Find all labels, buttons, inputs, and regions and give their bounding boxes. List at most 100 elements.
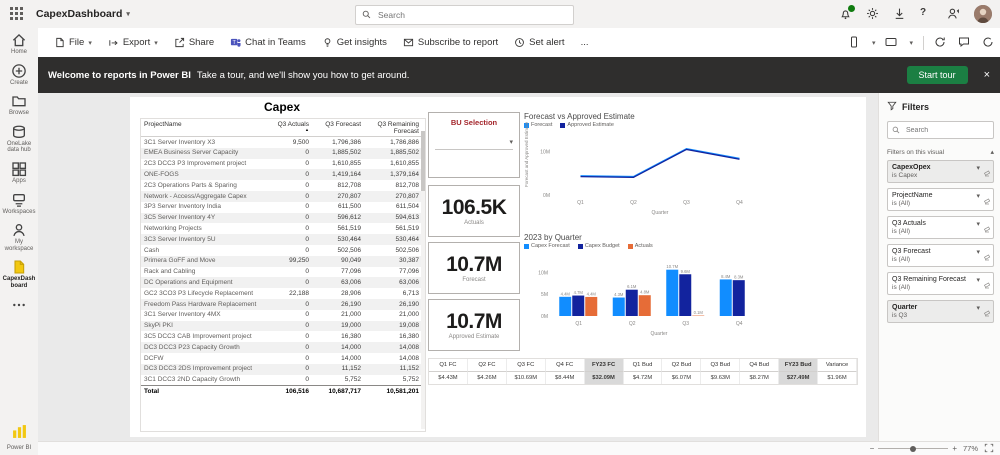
filter-card-q3-actuals[interactable]: Q3 Actuals is (All) ▾ bbox=[887, 216, 994, 239]
chevron-down-icon[interactable]: ▾ bbox=[976, 221, 980, 228]
sidebar-item-apps[interactable]: Apps bbox=[0, 161, 38, 185]
matrix-header-cell[interactable]: FY23 Bud bbox=[779, 359, 819, 372]
bar-capex-budget-q2[interactable] bbox=[625, 289, 638, 316]
filters-search-input[interactable] bbox=[904, 125, 989, 135]
matrix-value-cell[interactable]: $8.44M bbox=[546, 372, 585, 384]
zoom-slider-track[interactable] bbox=[878, 445, 949, 452]
banner-close-icon[interactable]: × bbox=[983, 68, 990, 81]
search-input[interactable] bbox=[376, 9, 567, 21]
global-search[interactable] bbox=[355, 5, 574, 25]
table-row[interactable]: DCFW 0 14,000 14,008 bbox=[141, 353, 425, 364]
table-row[interactable]: 3P3 Server Inventory India 0 611,500 611,50… bbox=[141, 202, 425, 213]
mobile-layout-icon[interactable] bbox=[848, 36, 862, 50]
kpi-card-forecast[interactable]: 10.7M Forecast bbox=[428, 242, 520, 294]
zoom-slider[interactable]: − + bbox=[870, 444, 957, 453]
bar-actuals-q2[interactable] bbox=[638, 295, 651, 316]
bu-selection-slicer[interactable]: BU Selection ▾ bbox=[428, 112, 520, 178]
chevron-down-icon[interactable]: ▾ bbox=[976, 193, 980, 200]
column-header[interactable]: Q3 Actuals ▲ bbox=[269, 121, 309, 133]
table-row[interactable]: DC3 DCC3 P23 Capacity Growth 0 14,000 14,00… bbox=[141, 342, 425, 354]
table-row[interactable]: 2C3 DCC3 P3 Improvement project 0 1,610,85… bbox=[141, 159, 425, 170]
chevron-down-icon[interactable]: ▾ bbox=[976, 305, 980, 312]
matrix-header-cell[interactable]: Variance bbox=[818, 359, 857, 372]
download-icon[interactable] bbox=[893, 7, 907, 21]
table-row[interactable]: SkyPi PKI 0 19,000 19,008 bbox=[141, 320, 425, 332]
table-row[interactable]: 3C1 DCC3 2ND Capacity Growth 0 5,752 5,752 bbox=[141, 375, 425, 386]
view-mode-icon[interactable] bbox=[885, 36, 899, 50]
fc-vs-budget-matrix[interactable]: Q1 FC Q2 FC Q3 FC Q4 FC FY23 FC Q1 Bud Q2 Bud Q… bbox=[428, 358, 858, 385]
zoom-out-icon[interactable]: − bbox=[869, 444, 875, 453]
filter-card-quarter[interactable]: Quarter is Q3 ▾ bbox=[887, 300, 994, 323]
bar-capex-forecast-q2[interactable] bbox=[612, 297, 625, 316]
menu-item-teams[interactable]: T Chat in Teams bbox=[224, 34, 312, 51]
kpi-card-actuals[interactable]: 106.5K Actuals bbox=[428, 185, 520, 237]
filter-card-projectname[interactable]: ProjectName is (All) ▾ bbox=[887, 188, 994, 211]
powerbi-product-switcher[interactable]: Power BI bbox=[0, 424, 38, 452]
sidebar-item-more[interactable] bbox=[0, 297, 38, 313]
capex-table-visual[interactable]: ProjectName Q3 Actuals ▲ Q3 Forecast Q3 Rema… bbox=[140, 118, 426, 432]
zoom-slider-thumb[interactable] bbox=[910, 445, 917, 452]
matrix-value-cell[interactable]: $10.69M bbox=[507, 372, 546, 384]
table-row[interactable]: ONE-FOGS 0 1,419,164 1,379,164 bbox=[141, 169, 425, 181]
chevron-down-icon[interactable]: ▾ bbox=[976, 277, 980, 284]
matrix-value-cell[interactable]: $32.09M bbox=[584, 372, 624, 384]
table-row[interactable]: 3C1 Server Inventory X3 9,500 1,796,386 1,7… bbox=[141, 137, 425, 148]
chevron-down-icon[interactable]: ▾ bbox=[871, 39, 876, 47]
table-scrollbar[interactable] bbox=[421, 131, 425, 429]
forecast-vs-approved-line-chart[interactable]: Forecast vs Approved Estimate Forecast Ap… bbox=[522, 112, 774, 230]
matrix-value-cell[interactable]: $6.07M bbox=[662, 372, 702, 384]
table-row[interactable]: DC Operations and Equipment 0 63,006 63,006 bbox=[141, 277, 425, 289]
matrix-header-cell[interactable]: FY23 FC bbox=[584, 359, 624, 372]
sidebar-item-browse[interactable]: Browse bbox=[0, 93, 38, 117]
clear-filter-eraser-icon[interactable] bbox=[983, 220, 991, 238]
clear-filter-eraser-icon[interactable] bbox=[983, 192, 991, 210]
matrix-value-cell[interactable]: $8.27M bbox=[740, 372, 780, 384]
bar-capex-budget-q1[interactable] bbox=[572, 295, 585, 316]
matrix-value-cell[interactable]: $9.63M bbox=[701, 372, 741, 384]
bar-capex-forecast-q4[interactable] bbox=[719, 279, 732, 316]
start-tour-button[interactable]: Start tour bbox=[906, 66, 968, 84]
feedback-icon[interactable] bbox=[947, 7, 961, 21]
matrix-header-cell[interactable]: Q2 FC bbox=[467, 359, 507, 372]
sidebar-item-onelake[interactable]: OneLake data hub bbox=[0, 124, 38, 154]
bar-capex-budget-q3[interactable] bbox=[679, 274, 692, 316]
filter-card-q3-forecast[interactable]: Q3 Forecast is (All) ▾ bbox=[887, 244, 994, 267]
table-row[interactable]: DC3 DCC3 2DS Improvement project 0 11,152 1… bbox=[141, 363, 425, 375]
bar-capex-forecast-q1[interactable] bbox=[559, 296, 572, 316]
sidebar-item-myworkspace[interactable]: My workspace bbox=[0, 222, 38, 252]
chevron-down-icon[interactable]: ▾ bbox=[976, 165, 980, 172]
table-row[interactable]: 3C5 DCC3 CAB Improvement project 0 16,380 1… bbox=[141, 331, 425, 342]
table-row[interactable]: 2C3 Operations Parts & Sparing 0 812,708 81… bbox=[141, 180, 425, 191]
bar-capex-budget-q4[interactable] bbox=[732, 280, 745, 316]
clear-filter-eraser-icon[interactable] bbox=[983, 248, 991, 266]
filters-search[interactable] bbox=[887, 121, 994, 139]
filter-card-q3-remaining-forecast[interactable]: Q3 Remaining Forecast is (All) ▾ bbox=[887, 272, 994, 295]
line-series-1[interactable] bbox=[580, 148, 740, 178]
report-title-dropdown[interactable]: CapexDashboard ▾ bbox=[36, 8, 130, 20]
line-series-0[interactable] bbox=[580, 147, 740, 178]
sidebar-item-home[interactable]: Home bbox=[0, 32, 38, 56]
table-row[interactable]: Cash 0 502,506 502,506 bbox=[141, 245, 425, 256]
matrix-value-cell[interactable]: $1.96M bbox=[818, 372, 857, 384]
kpi-card-approved-estimate[interactable]: 10.7M Approved Estimate bbox=[428, 299, 520, 351]
sidebar-item-workspaces[interactable]: Workspaces bbox=[0, 192, 38, 216]
column-header[interactable]: Q3 Remaining Forecast bbox=[377, 120, 419, 136]
user-avatar[interactable] bbox=[974, 5, 992, 23]
table-row[interactable]: Network - Access/Aggregate Capex 0 270,807… bbox=[141, 191, 425, 202]
notifications-icon[interactable] bbox=[839, 4, 856, 21]
sidebar-item-create[interactable]: Create bbox=[0, 63, 38, 87]
table-row[interactable]: Primera GoFF and Move 99,250 90,049 30,387 bbox=[141, 255, 425, 267]
menu-item-alert[interactable]: Set alert bbox=[508, 34, 570, 51]
comments-icon[interactable] bbox=[958, 36, 972, 50]
table-row[interactable]: 3C5 Server Inventory 4Y 0 596,612 594,613 bbox=[141, 212, 425, 224]
matrix-value-cell[interactable]: $27.49M bbox=[779, 372, 819, 384]
matrix-header-cell[interactable]: Q3 FC bbox=[506, 359, 546, 372]
table-row[interactable]: 3C3 Server Inventory 5U 0 530,464 530,464 bbox=[141, 234, 425, 246]
matrix-value-cell[interactable]: $4.43M bbox=[429, 372, 468, 384]
matrix-header-cell[interactable]: Q4 FC bbox=[545, 359, 585, 372]
sidebar-item-capexdash[interactable]: CapexDashboard bbox=[0, 259, 38, 289]
table-row[interactable]: Networking Projects 0 561,519 561,519 bbox=[141, 223, 425, 234]
menu-item-file[interactable]: File ▾ bbox=[48, 34, 98, 51]
chevron-up-icon[interactable]: ▴ bbox=[990, 149, 994, 156]
chevron-down-icon[interactable]: ▾ bbox=[909, 39, 913, 47]
